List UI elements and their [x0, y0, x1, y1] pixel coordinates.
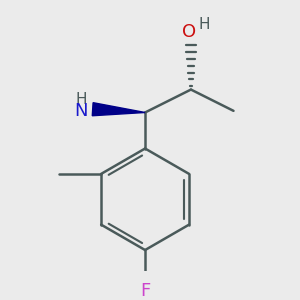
- Text: O: O: [182, 23, 196, 41]
- Text: H: H: [198, 16, 210, 32]
- Text: H: H: [76, 92, 87, 107]
- Text: N: N: [74, 102, 88, 120]
- Polygon shape: [92, 103, 145, 116]
- Text: F: F: [140, 282, 150, 300]
